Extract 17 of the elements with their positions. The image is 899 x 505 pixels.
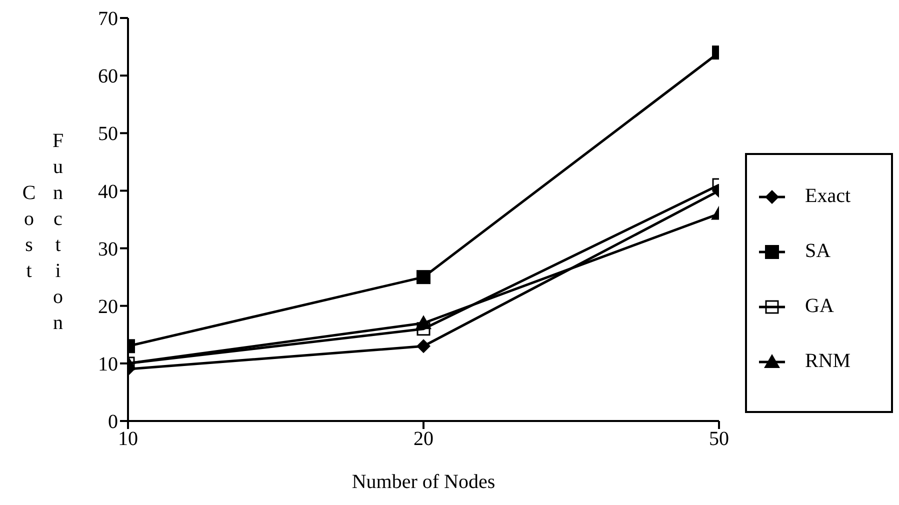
y-tick-label: 10 — [98, 354, 118, 376]
y-tick-label: 0 — [108, 411, 118, 434]
y-tick-label: 20 — [98, 296, 118, 318]
y-tick-label: 40 — [98, 180, 118, 203]
y-axis-title: Cost Function — [17, 129, 70, 340]
legend-label: RNM — [805, 350, 851, 373]
x-tick-label: 10 — [118, 428, 138, 450]
x-tick-label: 50 — [709, 428, 729, 450]
x-tick-label: 20 — [414, 428, 434, 450]
legend-label: SA — [805, 240, 831, 263]
legend-label: Exact — [805, 185, 851, 208]
legend-label: GA — [805, 295, 834, 318]
y-tick-label: 50 — [98, 123, 118, 146]
x-axis-title: Number of Nodes — [352, 471, 496, 493]
y-tick-label: 70 — [98, 8, 118, 30]
y-tick-label: 60 — [98, 66, 118, 88]
y-tick-label: 30 — [98, 238, 118, 260]
